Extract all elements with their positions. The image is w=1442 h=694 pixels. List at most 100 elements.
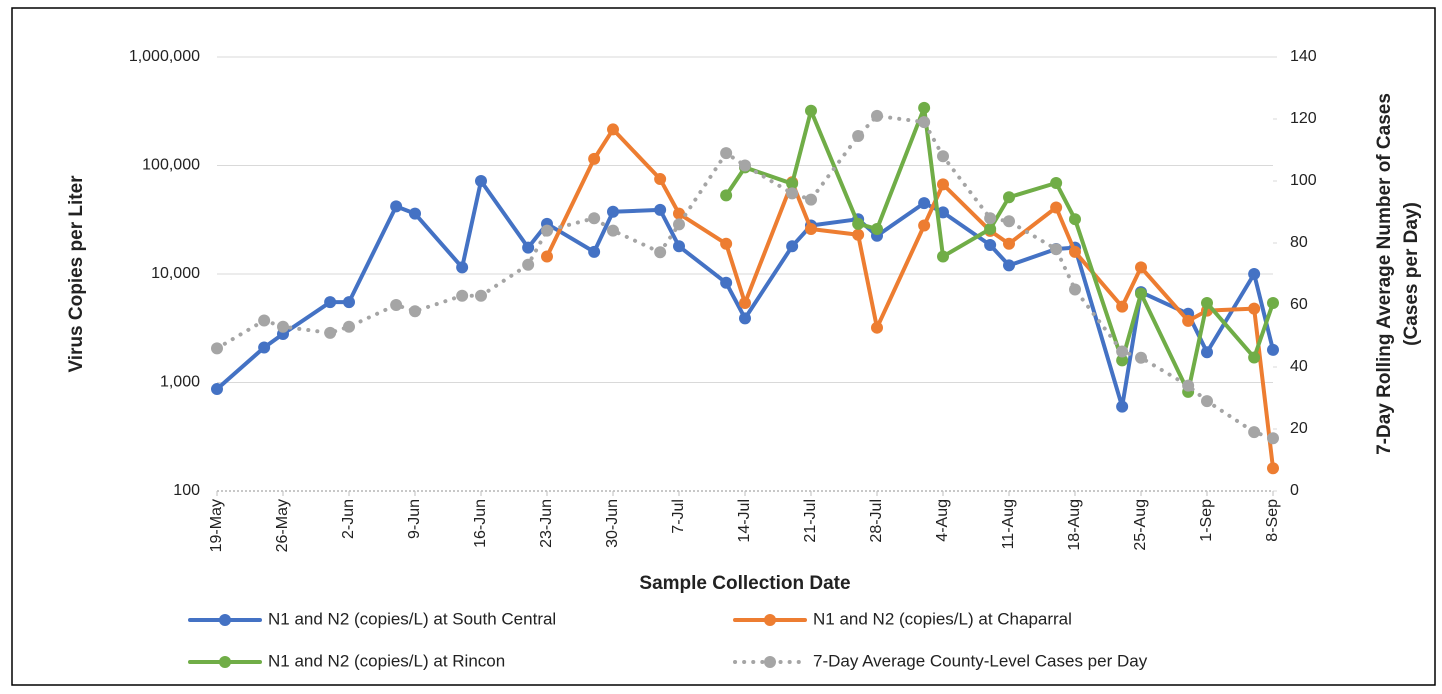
data-point xyxy=(786,187,799,200)
legend-label: N1 and N2 (copies/L) at Chaparral xyxy=(813,609,1072,628)
data-point xyxy=(937,206,949,219)
data-point xyxy=(918,101,931,114)
data-point xyxy=(805,104,817,117)
data-point xyxy=(720,189,733,202)
data-point xyxy=(739,297,751,310)
data-point xyxy=(852,130,865,143)
y2-tick-label: 60 xyxy=(1290,296,1308,313)
data-point xyxy=(607,123,619,136)
x-tick-label: 1-Sep xyxy=(1198,499,1215,542)
x-tick-label: 11-Aug xyxy=(1000,499,1017,549)
data-point xyxy=(984,239,997,252)
data-point xyxy=(1003,259,1015,272)
data-point xyxy=(390,299,403,311)
data-point xyxy=(984,222,997,235)
data-point xyxy=(871,321,883,334)
data-point xyxy=(1050,201,1063,214)
data-point xyxy=(1248,426,1261,439)
data-point xyxy=(786,240,799,253)
x-tick-label: 7-Jul xyxy=(670,499,687,534)
x-tick-label: 25-Aug xyxy=(1132,499,1149,551)
data-point xyxy=(390,200,403,213)
data-point xyxy=(1135,261,1147,274)
data-point xyxy=(871,222,883,235)
y2-tick-label: 140 xyxy=(1290,48,1317,65)
x-tick-label: 21-Jul xyxy=(802,499,819,543)
data-point xyxy=(1201,395,1213,408)
data-point xyxy=(1003,215,1015,228)
data-point xyxy=(805,193,817,206)
data-point xyxy=(720,276,733,289)
y-axis-title: Virus Copies per Liter xyxy=(66,175,87,373)
data-point xyxy=(1248,351,1261,364)
series-line xyxy=(724,105,1275,394)
data-point xyxy=(409,305,421,318)
series-line xyxy=(215,113,1275,441)
data-point xyxy=(522,241,535,254)
x-tick-label: 28-Jul xyxy=(868,499,885,543)
data-point xyxy=(1248,302,1261,315)
y-tick-label: 1,000 xyxy=(160,374,200,391)
data-point xyxy=(673,218,685,231)
data-point xyxy=(1201,297,1213,310)
data-point xyxy=(1267,432,1279,445)
y-tick-label: 100 xyxy=(173,482,200,499)
data-point xyxy=(1116,300,1129,313)
data-point xyxy=(541,250,553,263)
x-tick-label: 16-Jun xyxy=(472,499,489,548)
data-point xyxy=(1267,462,1279,475)
x-tick-label: 4-Aug xyxy=(934,499,951,542)
data-point xyxy=(1069,245,1081,258)
data-point xyxy=(654,246,667,259)
data-point xyxy=(1003,237,1015,250)
data-point xyxy=(475,289,487,302)
legend-label: N1 and N2 (copies/L) at Rincon xyxy=(268,651,505,670)
data-point xyxy=(720,237,733,250)
data-point xyxy=(1135,351,1147,364)
y2-tick-label: 40 xyxy=(1290,358,1308,375)
y2-axis-title: 7-Day Rolling Average Number of Cases xyxy=(1374,93,1395,455)
legend-marker xyxy=(764,656,776,668)
data-point xyxy=(984,212,997,225)
y-tick-label: 10,000 xyxy=(151,265,200,282)
data-point xyxy=(607,224,619,237)
data-point xyxy=(918,116,931,129)
x-tick-label: 23-Jun xyxy=(538,499,555,548)
data-point xyxy=(475,174,487,187)
y-tick-label: 100,000 xyxy=(142,157,200,174)
data-point xyxy=(343,320,355,333)
y2-tick-label: 20 xyxy=(1290,420,1308,437)
data-point xyxy=(1069,213,1081,226)
data-point xyxy=(673,207,685,220)
data-point xyxy=(1182,314,1195,327)
data-point xyxy=(1116,400,1129,413)
data-point xyxy=(739,312,751,325)
data-point xyxy=(522,258,535,271)
data-point xyxy=(1050,176,1063,189)
data-point xyxy=(1182,379,1195,392)
data-point xyxy=(1201,346,1213,359)
y-tick-label: 1,000,000 xyxy=(129,48,200,65)
data-point xyxy=(654,173,667,186)
data-point xyxy=(277,320,289,333)
x-tick-label: 26-May xyxy=(274,499,291,552)
data-point xyxy=(1116,345,1129,358)
data-point xyxy=(211,383,223,396)
data-point xyxy=(1267,343,1279,356)
data-point xyxy=(852,228,865,241)
legend-marker xyxy=(219,614,231,626)
data-point xyxy=(805,222,817,235)
x-tick-label: 30-Jun xyxy=(604,499,621,548)
data-point xyxy=(654,203,667,216)
data-point xyxy=(541,224,553,237)
data-point xyxy=(720,147,733,160)
data-point xyxy=(343,296,355,309)
x-tick-label: 8-Sep xyxy=(1264,499,1281,542)
data-point xyxy=(456,261,469,274)
legend-marker xyxy=(764,614,776,626)
data-point xyxy=(211,342,223,355)
data-point xyxy=(918,219,931,232)
x-axis-title: Sample Collection Date xyxy=(639,573,850,594)
data-point xyxy=(1069,283,1081,296)
